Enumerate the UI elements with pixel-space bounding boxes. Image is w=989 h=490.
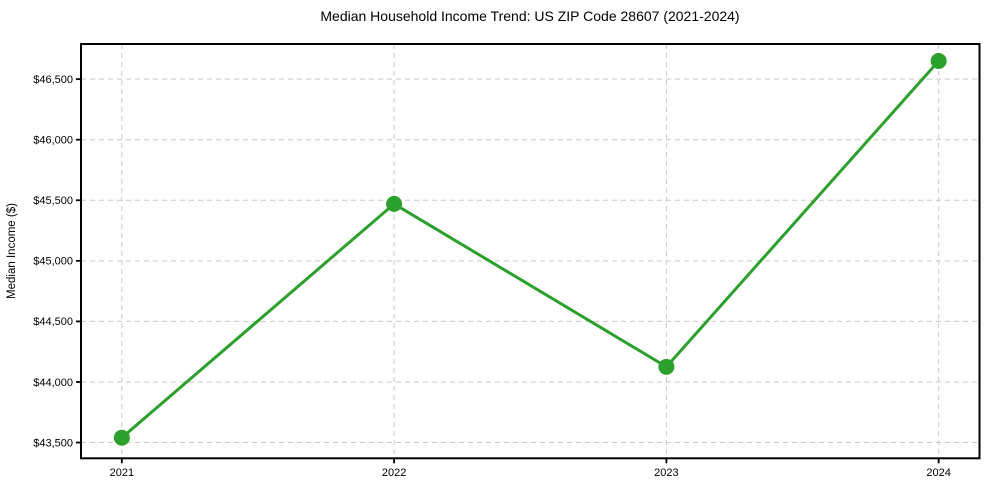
gridlines [81,44,980,459]
y-tick-labels: $43,500 $44,000 $44,500 $45,000 $45,500 $46,0… [33,74,73,449]
chart-title: Median Household Income Trend: US ZIP Co… [320,8,739,24]
y-tick-label: $44,000 [33,377,73,389]
y-tick-label: $46,500 [33,74,73,86]
y-tick-label: $44,500 [33,316,73,328]
data-point-2022 [386,195,403,212]
x-tick-labels: 2021 2022 2023 2024 [110,467,951,479]
y-tick-label: $43,500 [33,437,73,449]
series-line [120,59,941,440]
data-point-2023 [658,358,675,375]
x-tick-label: 2022 [382,467,406,479]
y-tick-label: $45,500 [33,195,73,207]
data-point-2021 [113,429,130,446]
plot-border [80,43,981,460]
data-point-2024 [930,52,947,69]
y-tick-label: $45,000 [33,256,73,268]
x-tick-label: 2024 [926,467,950,479]
data-points [113,52,947,446]
x-tick-label: 2023 [654,467,678,479]
x-tick-label: 2021 [110,467,134,479]
y-axis-label: Median Income ($) [6,203,18,299]
y-tick-label: $46,000 [33,135,73,147]
